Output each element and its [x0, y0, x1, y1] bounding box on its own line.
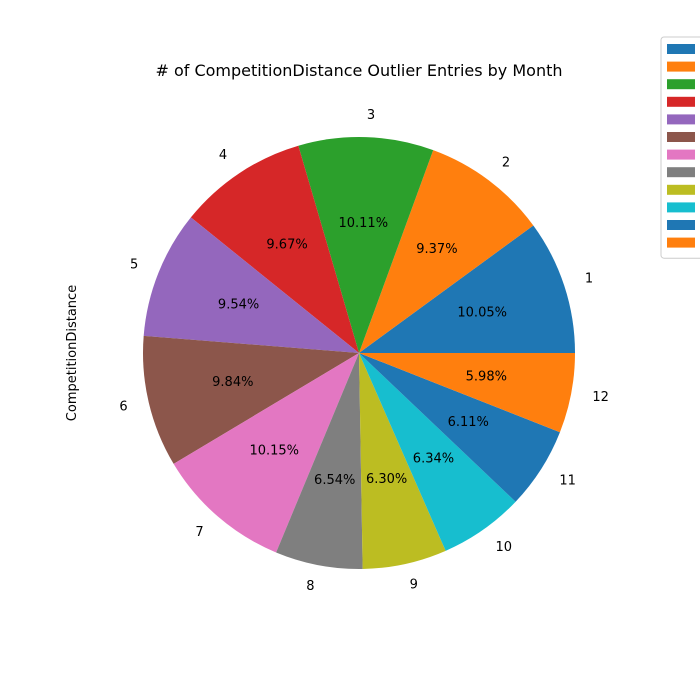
category-label-11: 11 — [559, 473, 576, 488]
percent-label-3: 10.11% — [338, 216, 388, 231]
category-label-10: 10 — [495, 540, 512, 555]
category-label-3: 3 — [367, 108, 375, 123]
percent-label-12: 5.98% — [466, 370, 507, 385]
pie-slice-1 — [359, 225, 575, 353]
percent-labels: 10.05% 9.37% 10.11% 9.67% 9.54% 9.84% 10.15% 6.… — [212, 216, 507, 488]
percent-label-11: 6.11% — [448, 415, 489, 430]
percent-label-4: 9.67% — [266, 238, 307, 253]
pie-slice-11 — [359, 353, 560, 502]
pie-slice-7 — [173, 353, 359, 553]
chart-title: # of CompetitionDistance Outlier Entries… — [155, 61, 562, 80]
pie-slice-12 — [359, 353, 575, 433]
legend-swatch-9 — [667, 184, 695, 195]
percent-label-7: 10.15% — [249, 444, 299, 459]
legend-swatch-7 — [667, 149, 695, 160]
percent-label-10: 6.34% — [413, 452, 454, 467]
percent-label-1: 10.05% — [457, 305, 507, 320]
pie-slice-3 — [298, 137, 434, 353]
y-axis-label: CompetitionDistance — [65, 285, 80, 421]
legend-swatch-1 — [667, 44, 695, 54]
pie-slice-6 — [143, 335, 359, 464]
category-label-2: 2 — [502, 156, 510, 171]
legend-swatch-12 — [667, 237, 695, 248]
legend-swatch-2 — [667, 61, 695, 72]
category-label-8: 8 — [306, 579, 314, 594]
category-label-1: 1 — [585, 272, 593, 287]
percent-label-9: 6.30% — [366, 472, 407, 487]
category-label-7: 7 — [195, 525, 203, 540]
legend-swatch-8 — [667, 167, 695, 178]
percent-label-6: 9.84% — [212, 375, 253, 390]
percent-label-5: 9.54% — [218, 298, 259, 313]
legend-swatch-4 — [667, 96, 695, 107]
percent-label-2: 9.37% — [416, 242, 457, 257]
legend-swatch-11 — [667, 220, 695, 230]
pie-slice-4 — [190, 145, 359, 353]
category-label-6: 6 — [119, 400, 127, 415]
legend — [660, 36, 700, 259]
category-label-12: 12 — [592, 390, 609, 405]
pie-slice-2 — [359, 150, 534, 353]
category-label-9: 9 — [410, 578, 418, 593]
category-label-5: 5 — [130, 258, 138, 273]
percent-label-8: 6.54% — [314, 473, 355, 488]
pie-slices — [143, 137, 575, 569]
pie-slice-9 — [359, 353, 446, 569]
pie-slice-10 — [359, 353, 516, 551]
pie-slice-5 — [143, 217, 359, 353]
legend-swatch-10 — [667, 202, 695, 213]
pie-slice-8 — [276, 353, 363, 569]
legend-swatch-3 — [667, 79, 695, 90]
category-label-4: 4 — [219, 148, 227, 163]
legend-swatch-6 — [667, 132, 695, 142]
legend-swatch-5 — [667, 114, 695, 125]
